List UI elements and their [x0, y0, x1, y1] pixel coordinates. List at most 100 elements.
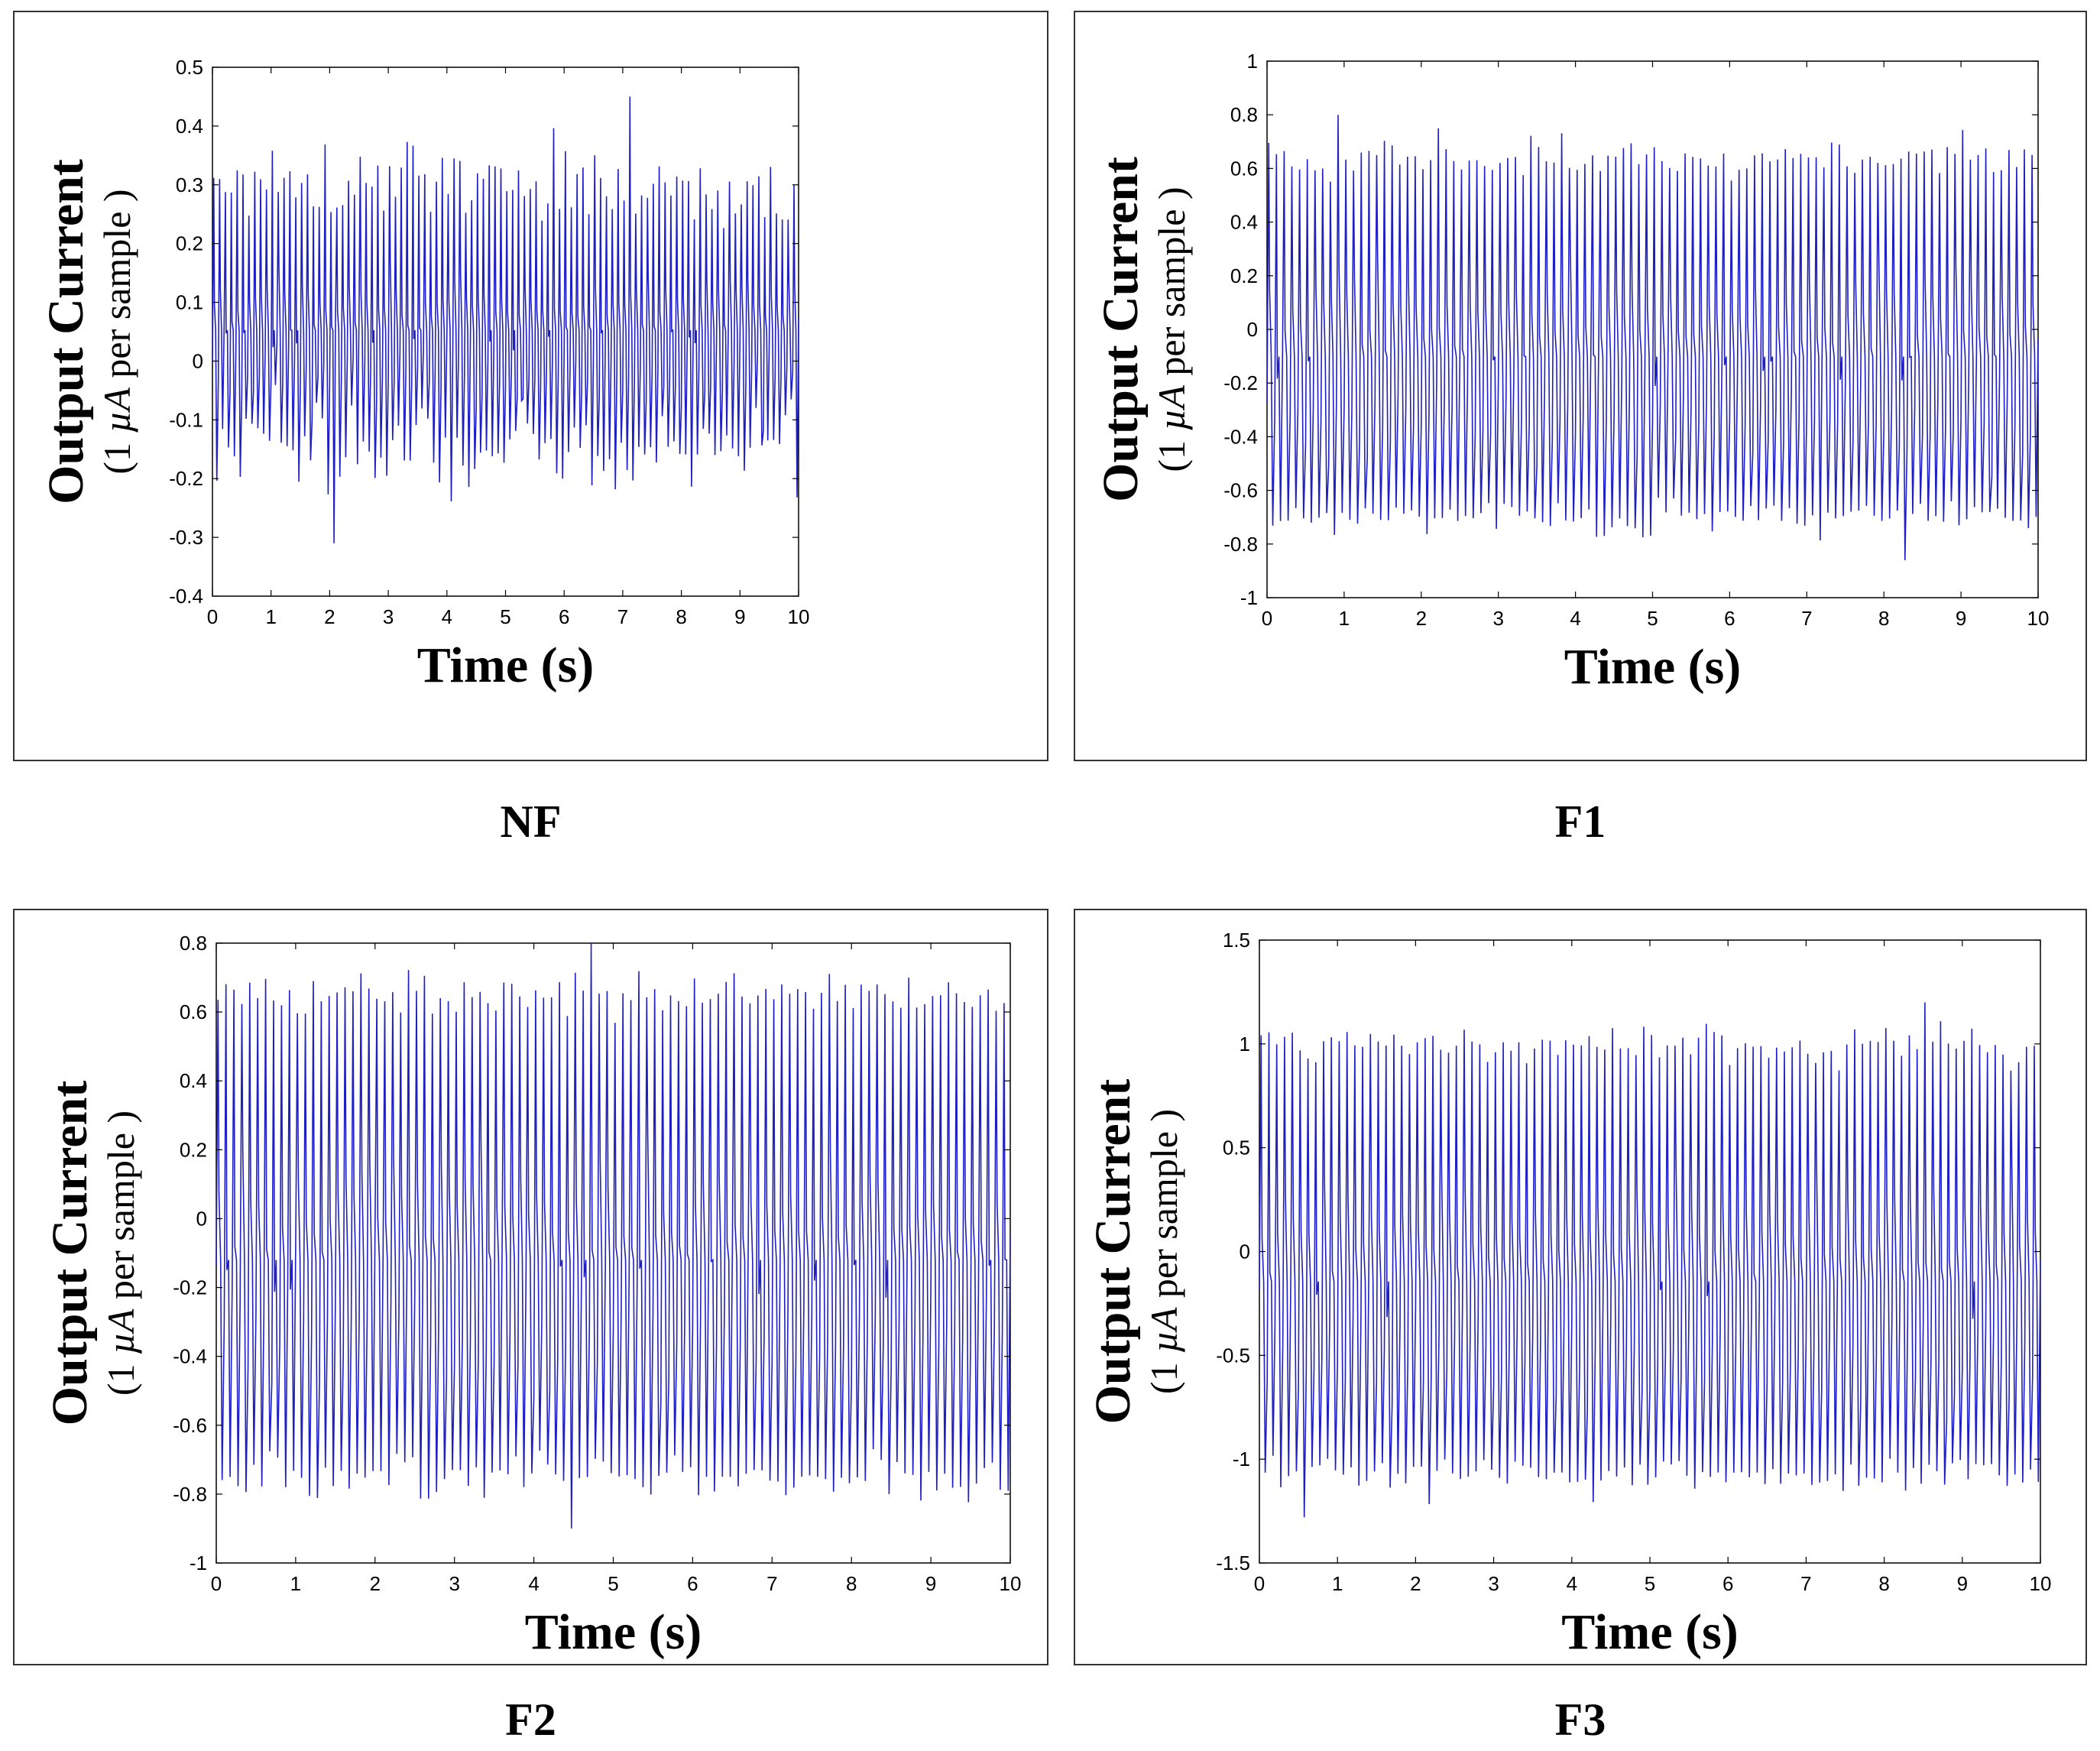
x-tick-label: 7: [766, 1572, 777, 1595]
y-tick-label: 0.6: [180, 1000, 207, 1023]
y-axis-sublabel: (1 µA per sample ): [1150, 186, 1193, 472]
panel-f3: 0 1 2 3 4 5 6 7 8 9 10 -1.5 -1 -0.5 0 0.5 1 1.5 Time (s) Ou…: [1074, 909, 2087, 1745]
panel-caption: F1: [1555, 796, 1606, 847]
y-axis-sublabel: (1 µA per sample ): [96, 189, 138, 474]
y-tick-label: 0: [193, 349, 203, 372]
y-tick-label: -0.4: [169, 585, 203, 608]
x-tick-label: 5: [500, 605, 510, 628]
y-axis-sublabel: (1 µA per sample ): [99, 1111, 142, 1396]
signal-line: [216, 942, 1011, 1529]
x-tick-label: 5: [1645, 1572, 1655, 1595]
y-tick-label: -0.1: [169, 408, 203, 431]
x-tick-label: 0: [1262, 607, 1272, 630]
x-tick-label: 10: [2030, 1572, 2052, 1595]
x-tick-label: 7: [1801, 607, 1812, 630]
y-axis-label: Output Current: [1085, 1079, 1141, 1425]
y-tick-label: 0.8: [1230, 103, 1258, 126]
y-sublabel-close: per sample ): [96, 189, 138, 387]
y-tick-label: -0.6: [1223, 479, 1258, 502]
x-tick-label: 4: [528, 1572, 539, 1595]
y-tick-label: 0.5: [1223, 1137, 1250, 1159]
y-sublabel-unit: µA: [99, 1308, 142, 1354]
panel-frame: [13, 11, 1048, 761]
x-tick-label: 5: [1647, 607, 1658, 630]
x-tick-label: 1: [1332, 1572, 1343, 1595]
x-tick-label: 1: [265, 605, 276, 628]
panel-nf: 0 1 2 3 4 5 6 7 8 9 10 -0.4 -0.3 -0.2 -0.1 0 0.1 0.2 0.3 0.…: [13, 11, 1048, 847]
y-sublabel-open: (1: [99, 1354, 142, 1396]
y-sublabel-open: (1: [1150, 430, 1193, 472]
x-tick-label: 9: [1956, 607, 1966, 630]
x-tick-label: 0: [1254, 1572, 1265, 1595]
x-tick-label: 6: [1722, 1572, 1733, 1595]
x-tick-label: 5: [608, 1572, 618, 1595]
x-tick-label: 8: [676, 605, 686, 628]
y-tick-label: -0.8: [1223, 533, 1258, 556]
y-tick-label: -0.2: [1223, 371, 1258, 394]
y-tick-label: 0.8: [180, 932, 207, 955]
x-tick-label: 0: [207, 605, 218, 628]
x-tick-label: 0: [211, 1572, 222, 1595]
y-tick-label: -0.2: [169, 467, 203, 490]
y-tick-label: -0.3: [169, 526, 203, 549]
y-tick-label: 0: [1247, 318, 1258, 341]
panel-frame: [1074, 11, 2087, 761]
y-tick-label: 0.2: [180, 1138, 207, 1161]
panel-caption: NF: [501, 796, 562, 847]
signal-line: [212, 96, 799, 543]
x-tick-label: 6: [1724, 607, 1735, 630]
x-tick-label: 8: [1878, 607, 1889, 630]
y-sublabel-open: (1: [96, 433, 138, 474]
y-tick-label: 0.1: [176, 291, 203, 314]
x-tick-label: 1: [1339, 607, 1350, 630]
y-tick-label: 0.2: [1230, 264, 1258, 287]
y-tick-label: -0.8: [173, 1483, 207, 1506]
x-tick-label: 9: [734, 605, 745, 628]
x-tick-label: 1: [290, 1572, 301, 1595]
y-sublabel-unit: µA: [1150, 385, 1193, 431]
y-tick-label: -1: [1233, 1448, 1250, 1471]
panel-caption: F3: [1555, 1694, 1606, 1745]
x-tick-label: 8: [1878, 1572, 1889, 1595]
x-axis-label: Time (s): [525, 1604, 702, 1660]
x-tick-label: 10: [2027, 607, 2050, 630]
x-tick-label: 4: [442, 605, 452, 628]
y-tick-label: 0.4: [176, 115, 203, 138]
y-tick-label: 0.4: [180, 1069, 207, 1092]
x-tick-label: 10: [1000, 1572, 1022, 1595]
x-tick-label: 2: [370, 1572, 381, 1595]
y-axis-sublabel: (1 µA per sample ): [1142, 1109, 1185, 1394]
x-tick-label: 6: [687, 1572, 698, 1595]
x-axis-label: Time (s): [1561, 1604, 1739, 1660]
x-axis-label: Time (s): [1564, 639, 1742, 695]
y-tick-label: -0.4: [1223, 425, 1258, 448]
panel-caption: F2: [505, 1694, 556, 1745]
x-axis-label: Time (s): [417, 637, 595, 693]
y-sublabel-close: per sample ): [99, 1111, 142, 1309]
x-tick-label: 2: [1416, 607, 1427, 630]
panel-f1: 0 1 2 3 4 5 6 7 8 9 10 -1 -0.8 -0.6 -0.4 -0.2 0 0.2 0.4 0.6…: [1074, 11, 2087, 847]
y-tick-label: 0.6: [1230, 157, 1258, 180]
y-tick-label: -1.5: [1216, 1552, 1250, 1574]
y-tick-label: 0.4: [1230, 211, 1258, 234]
signal-line: [1266, 115, 2039, 560]
y-tick-label: 1: [1247, 50, 1258, 73]
panel-frame: [13, 909, 1048, 1665]
y-tick-label: 0.5: [176, 56, 203, 79]
x-tick-label: 2: [1410, 1572, 1421, 1595]
panel-frame: [1074, 909, 2087, 1665]
y-tick-label: 0.3: [176, 173, 203, 196]
y-tick-label: -0.6: [173, 1414, 207, 1437]
x-tick-label: 3: [1492, 607, 1503, 630]
y-tick-label: 1.5: [1223, 929, 1250, 952]
x-tick-label: 4: [1567, 1572, 1577, 1595]
y-tick-label: 0.2: [176, 232, 203, 255]
y-tick-label: -0.2: [173, 1276, 207, 1299]
y-sublabel-close: per sample ): [1142, 1109, 1185, 1308]
x-tick-label: 10: [788, 605, 810, 628]
y-sublabel-open: (1: [1142, 1353, 1185, 1394]
x-tick-label: 4: [1570, 607, 1580, 630]
y-tick-label: 0: [1240, 1240, 1250, 1263]
y-axis-label: Output Current: [42, 1081, 98, 1426]
